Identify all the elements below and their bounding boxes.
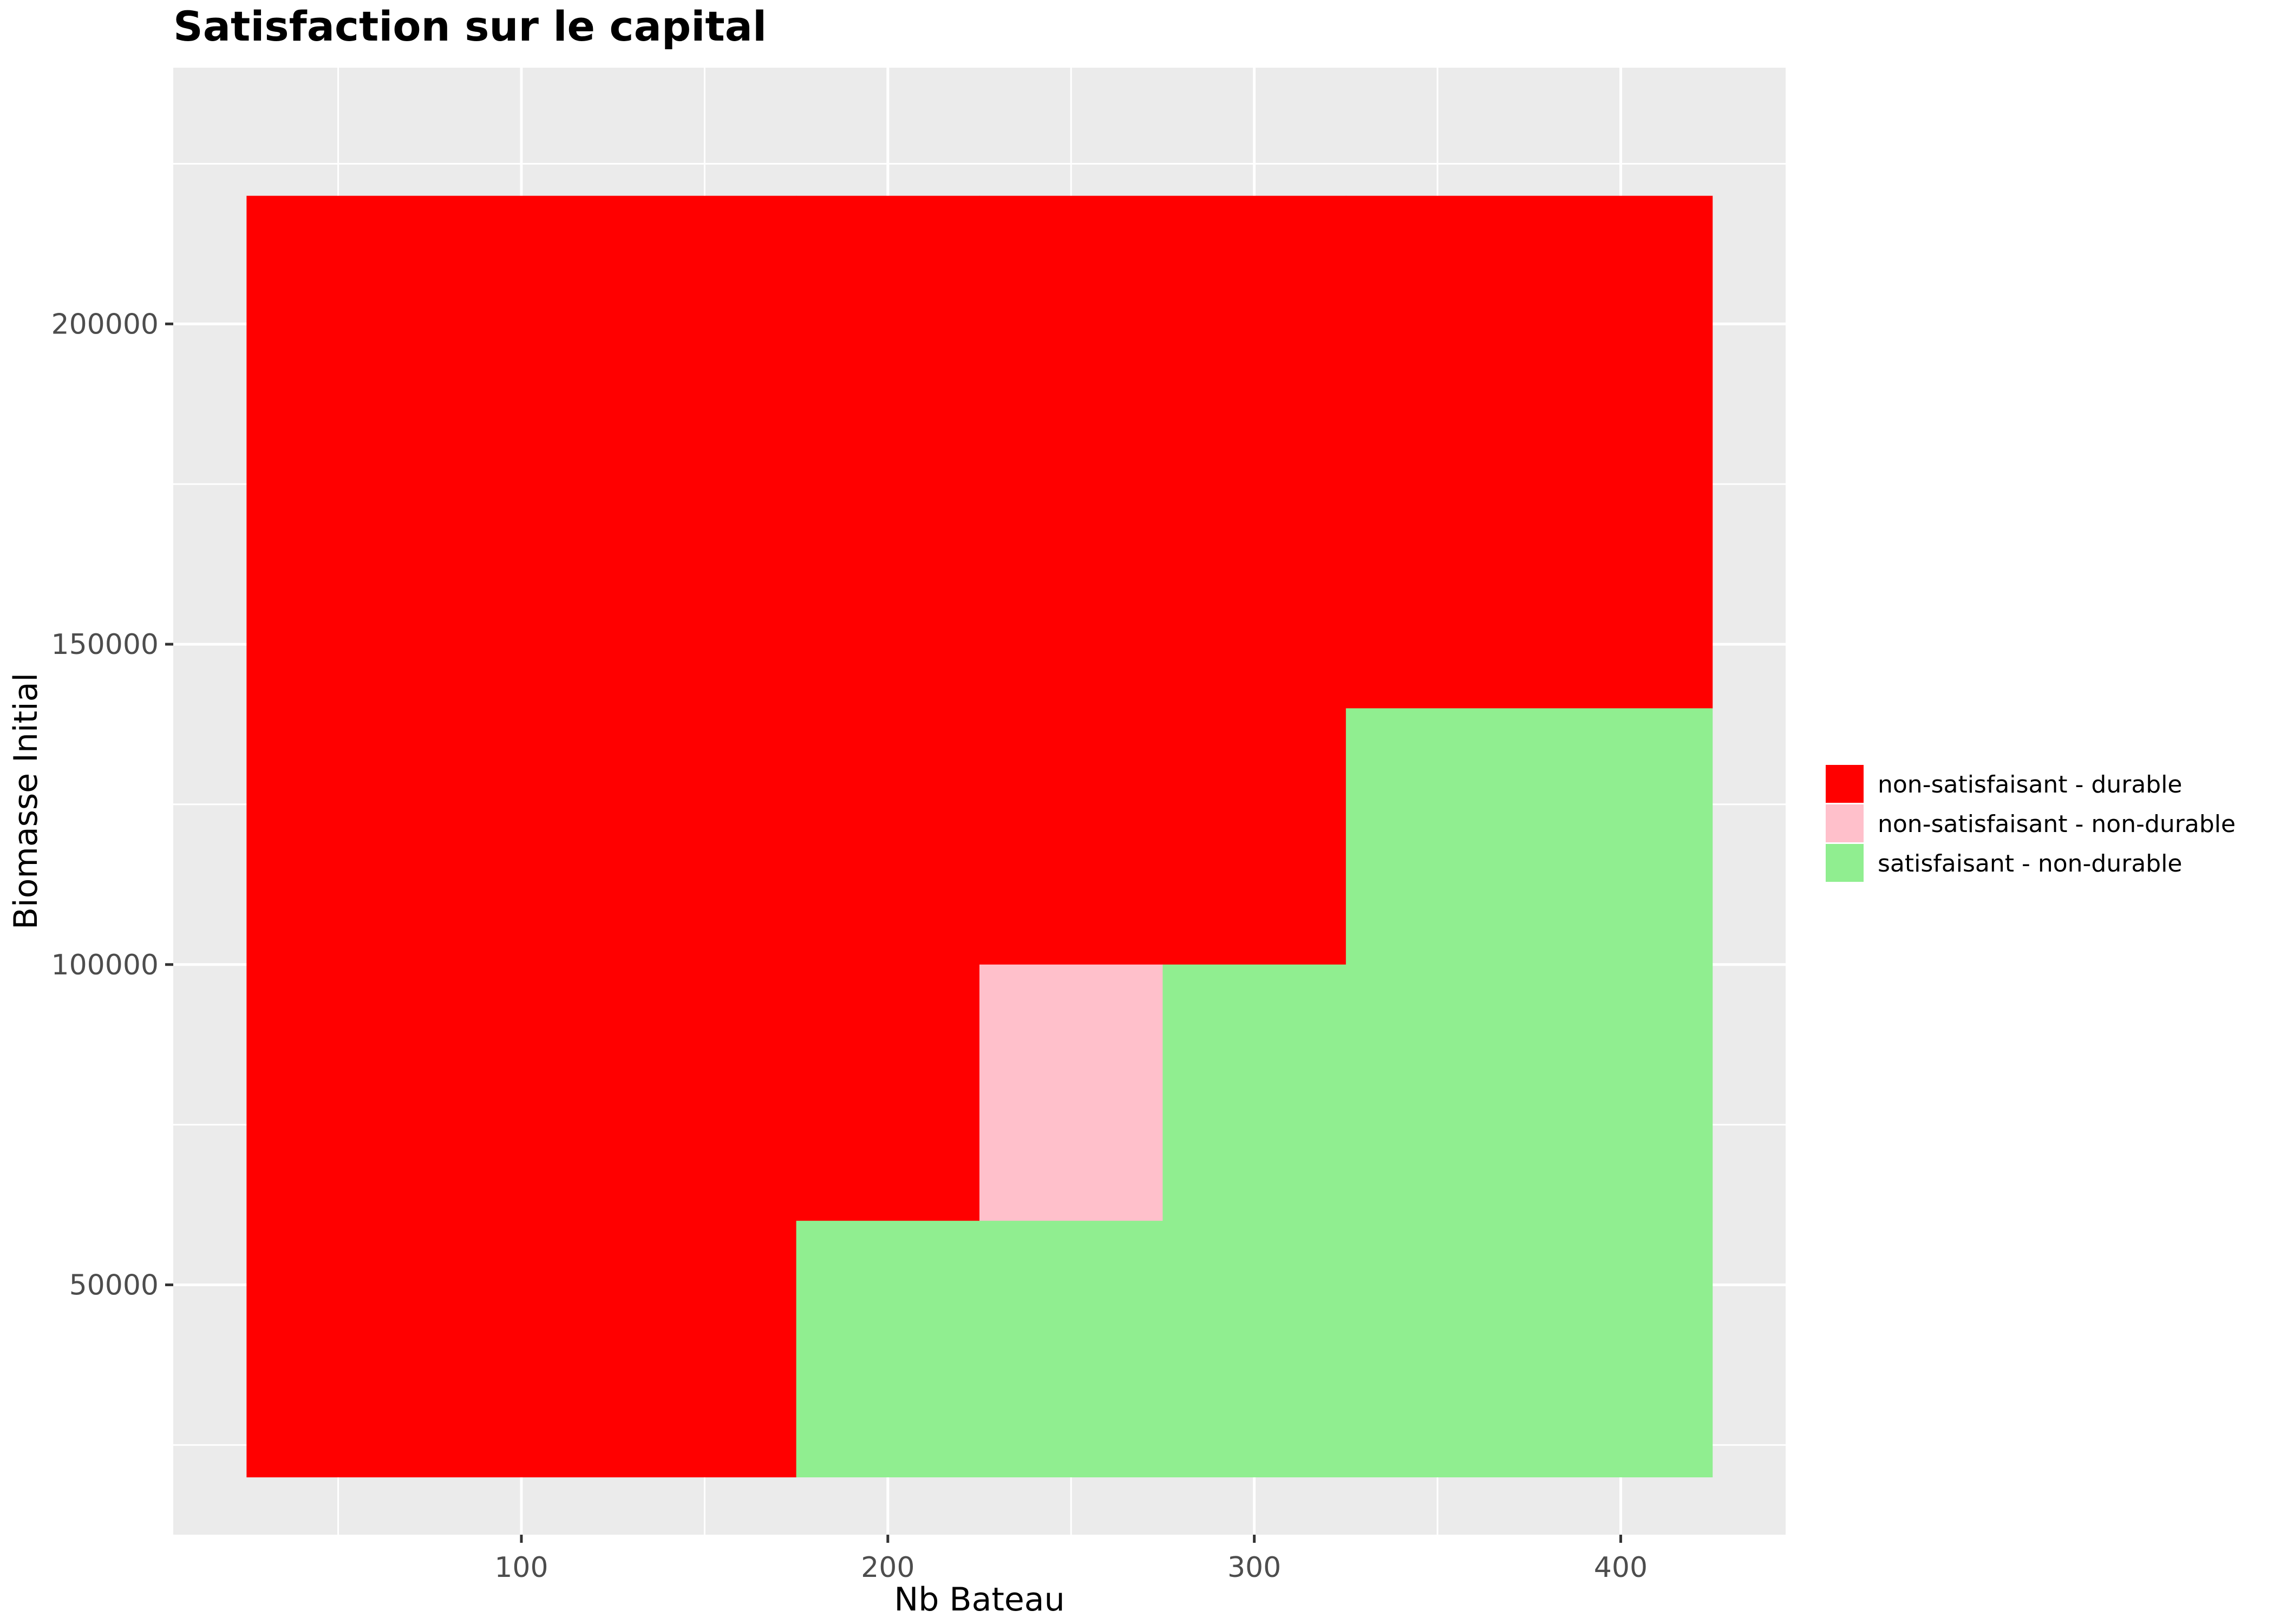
y-tick-label: 100000 xyxy=(51,949,159,981)
y-axis: 50000 100000 150000 200000 xyxy=(51,308,173,1301)
chart-title: Satisfaction sur le capital xyxy=(173,2,767,50)
x-axis-title: Nb Bateau xyxy=(894,1581,1064,1619)
y-axis-title: Biomasse Initial xyxy=(7,673,45,929)
heatmap-tile xyxy=(979,195,1347,965)
x-axis: 100 200 300 400 xyxy=(494,1535,1648,1584)
heatmap-tile xyxy=(246,195,797,1478)
legend-key xyxy=(1826,765,1864,803)
heatmap-tile xyxy=(796,1221,1713,1478)
y-tick-label: 200000 xyxy=(51,308,159,340)
heatmap-tile xyxy=(1162,964,1713,1221)
legend-label: non-satisfaisant - non-durable xyxy=(1878,810,2236,838)
x-tick-label: 400 xyxy=(1594,1551,1648,1584)
heatmap-tiles xyxy=(246,195,1713,1478)
x-tick-label: 100 xyxy=(494,1551,548,1584)
x-tick-label: 200 xyxy=(861,1551,914,1584)
legend-label: non-satisfaisant - durable xyxy=(1878,771,2182,798)
x-tick-label: 300 xyxy=(1227,1551,1281,1584)
heatmap-tile xyxy=(1345,195,1713,709)
legend-key xyxy=(1826,844,1864,882)
heatmap-tile xyxy=(1345,708,1713,965)
legend-label: satisfaisant - non-durable xyxy=(1878,850,2182,878)
heatmap-tile xyxy=(979,964,1164,1221)
y-tick-label: 50000 xyxy=(69,1269,159,1301)
heatmap-tile xyxy=(796,195,980,1221)
legend: non-satisfaisant - durable non-satisfaisa… xyxy=(1826,765,2236,882)
legend-key xyxy=(1826,804,1864,842)
y-tick-label: 150000 xyxy=(51,628,159,661)
